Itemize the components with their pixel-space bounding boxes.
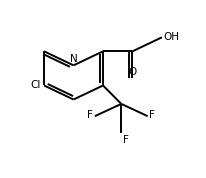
Text: Cl: Cl — [31, 80, 41, 90]
Text: F: F — [87, 110, 93, 120]
Text: F: F — [149, 110, 155, 120]
Text: O: O — [128, 67, 137, 77]
Text: N: N — [70, 54, 77, 64]
Text: F: F — [123, 135, 129, 145]
Text: OH: OH — [164, 32, 180, 42]
